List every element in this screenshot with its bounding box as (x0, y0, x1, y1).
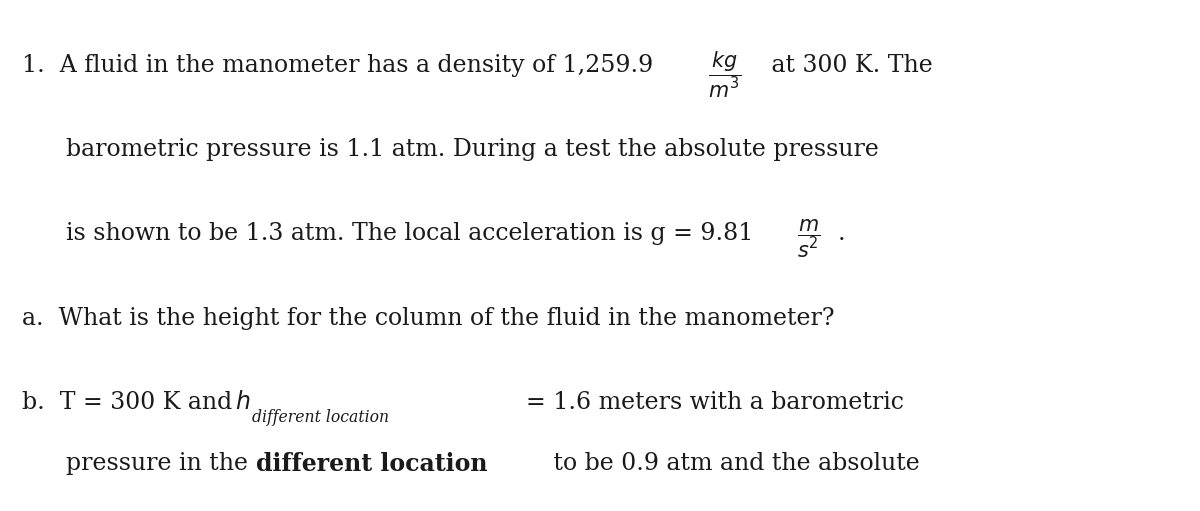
Text: a.  What is the height for the column of the fluid in the manometer?: a. What is the height for the column of … (22, 307, 834, 330)
Text: is shown to be 1.3 atm. The local acceleration is g = 9.81: is shown to be 1.3 atm. The local accele… (66, 222, 761, 245)
Text: different location: different location (256, 452, 487, 476)
Text: .: . (838, 222, 845, 245)
Text: 1.  A fluid in the manometer has a density of 1,259.9: 1. A fluid in the manometer has a densit… (22, 54, 660, 77)
Text: different location: different location (252, 409, 389, 426)
Text: b.  T = 300 K and: b. T = 300 K and (22, 391, 239, 414)
Text: $\mathit{h}$: $\mathit{h}$ (235, 391, 251, 414)
Text: $\dfrac{kg}{m^3}$: $\dfrac{kg}{m^3}$ (708, 50, 742, 100)
Text: = 1.6 meters with a barometric: = 1.6 meters with a barometric (526, 391, 904, 414)
Text: at 300 K. The: at 300 K. The (764, 54, 934, 77)
Text: barometric pressure is 1.1 atm. During a test the absolute pressure: barometric pressure is 1.1 atm. During a… (66, 138, 878, 161)
Text: $\dfrac{m}{s^2}$: $\dfrac{m}{s^2}$ (797, 218, 821, 260)
Text: to be 0.9 atm and the absolute: to be 0.9 atm and the absolute (546, 452, 919, 475)
Text: pressure in the: pressure in the (66, 452, 256, 475)
